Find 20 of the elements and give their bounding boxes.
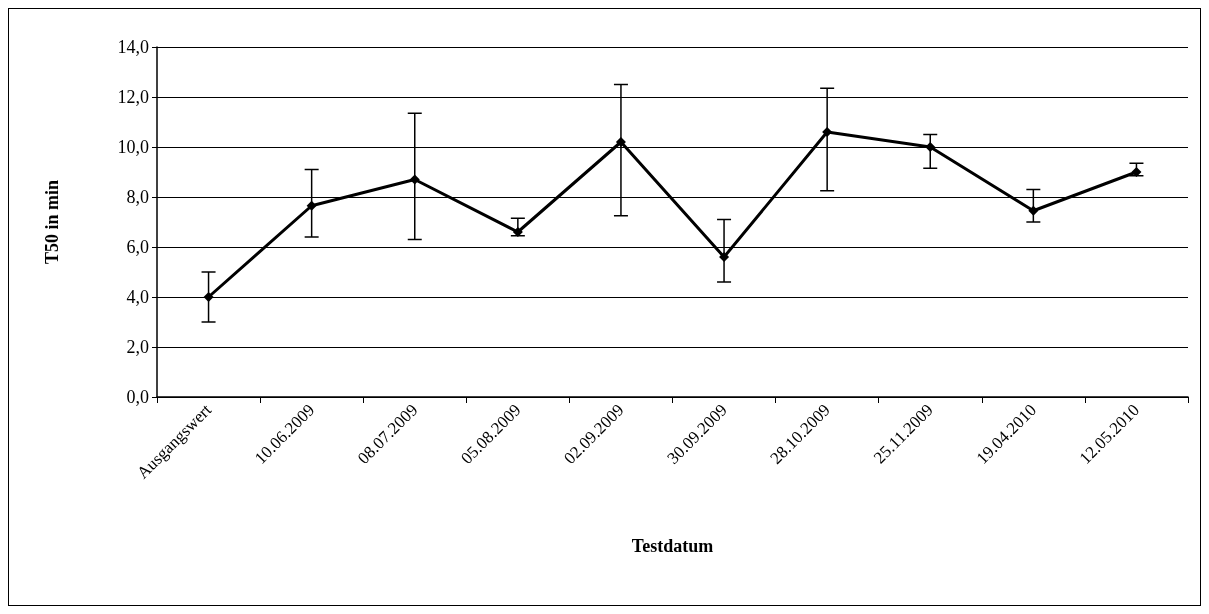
y-tick-label: 14,0 bbox=[117, 37, 149, 57]
point bbox=[615, 137, 626, 147]
point bbox=[925, 142, 936, 152]
point bbox=[512, 227, 523, 237]
y-tick-label: 10,0 bbox=[117, 137, 149, 157]
y-tick-label: 0,0 bbox=[126, 387, 149, 407]
point bbox=[1028, 205, 1039, 216]
point bbox=[409, 174, 420, 185]
point bbox=[719, 252, 730, 262]
point bbox=[306, 200, 317, 211]
y-tick-label: 6,0 bbox=[126, 237, 149, 257]
y-tick-label: 12,0 bbox=[117, 87, 149, 107]
point bbox=[203, 292, 214, 302]
y-tick-label: 4,0 bbox=[126, 287, 149, 307]
y-axis-title: T50 in min bbox=[42, 179, 62, 265]
x-axis-title: Testdatum bbox=[631, 536, 714, 556]
y-tick-label: 2,0 bbox=[126, 337, 149, 357]
point bbox=[1131, 167, 1142, 177]
y-tick-label: 8,0 bbox=[126, 187, 149, 207]
point bbox=[822, 127, 833, 137]
